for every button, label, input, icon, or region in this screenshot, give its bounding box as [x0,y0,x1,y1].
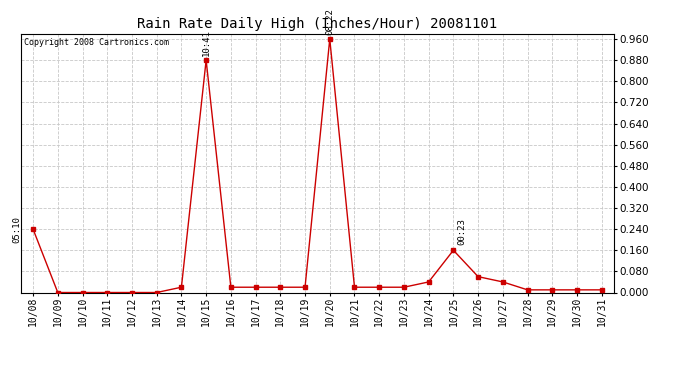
Title: Rain Rate Daily High (Inches/Hour) 20081101: Rain Rate Daily High (Inches/Hour) 20081… [137,17,497,31]
Text: 05:10: 05:10 [12,216,21,243]
Text: Copyright 2008 Cartronics.com: Copyright 2008 Cartronics.com [23,38,168,46]
Text: 00:23: 00:23 [457,218,466,245]
Text: 10:41: 10:41 [201,29,210,56]
Text: 08:22: 08:22 [325,8,334,35]
